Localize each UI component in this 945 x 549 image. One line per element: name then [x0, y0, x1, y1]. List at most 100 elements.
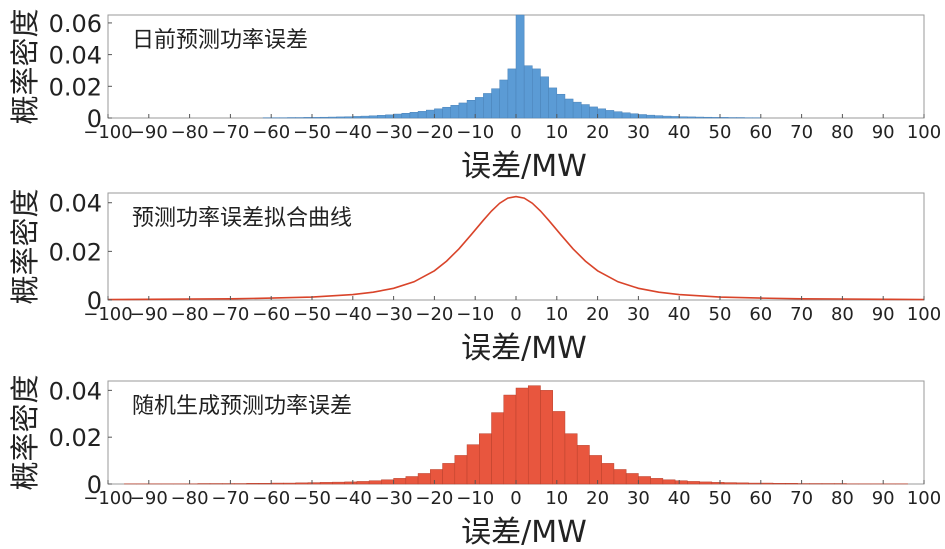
- bar: [352, 116, 362, 119]
- bar: [736, 482, 749, 485]
- bar: [581, 104, 590, 119]
- bar: [654, 115, 664, 119]
- x-ticks: −100−90 −80 −70 −60 −50 −40 −30 −20 −10 0 10 20 30 40…: [83, 480, 941, 509]
- bar: [442, 106, 451, 119]
- y-ticks: 0 0.02 0.04: [49, 190, 112, 315]
- x-tick-label: −80: [171, 122, 209, 143]
- bar: [638, 114, 647, 119]
- x-tick-label: −10: [456, 122, 494, 143]
- bar: [307, 482, 321, 485]
- x-tick-label: 90: [872, 304, 895, 325]
- x-tick-label: −50: [293, 122, 331, 143]
- bar: [295, 482, 309, 485]
- y-tick-label: 0.04: [49, 190, 102, 218]
- x-tick-label: −40: [334, 304, 372, 325]
- x-tick-label: −70: [211, 488, 249, 509]
- bar: [311, 117, 321, 119]
- x-axis-label: 误差/MW: [461, 149, 587, 184]
- x-tick-label: 90: [872, 488, 895, 509]
- bar: [450, 105, 460, 119]
- bar: [670, 116, 680, 119]
- x-tick-label: 50: [709, 304, 732, 325]
- y-ticks: 0 0.02 0.04 0.06: [49, 10, 112, 133]
- bar: [360, 115, 370, 119]
- bar: [430, 469, 443, 485]
- y-tick-label: 0.04: [49, 377, 102, 405]
- y-axis-label: 概率密度: [8, 188, 42, 304]
- y-tick-label: 0.02: [49, 424, 102, 452]
- x-tick-label: 50: [709, 122, 732, 143]
- bar: [417, 111, 427, 119]
- bar: [466, 100, 476, 119]
- bar: [638, 476, 651, 485]
- x-tick-label: 80: [831, 122, 854, 143]
- x-tick-label: 60: [749, 488, 772, 509]
- bar: [674, 480, 688, 485]
- bar: [368, 115, 378, 119]
- x-tick-label: −80: [171, 304, 209, 325]
- bar: [589, 106, 598, 119]
- x-tick-label: 20: [586, 304, 609, 325]
- bar: [319, 116, 329, 119]
- bar: [319, 482, 333, 485]
- x-tick-label: −90: [130, 488, 168, 509]
- bar: [246, 483, 260, 485]
- bar: [699, 481, 713, 485]
- bar: [678, 116, 688, 119]
- x-tick-label: 100: [907, 488, 941, 509]
- bar: [515, 14, 525, 119]
- bar: [785, 483, 798, 485]
- x-tick-label: −30: [375, 304, 413, 325]
- bar: [687, 481, 700, 485]
- x-tick-label: −50: [293, 488, 331, 509]
- bar: [719, 117, 729, 119]
- x-axis-label: 误差/MW: [461, 331, 587, 366]
- bar: [748, 482, 762, 485]
- bar: [564, 433, 578, 485]
- x-tick-label: 80: [831, 488, 854, 509]
- bar: [605, 110, 615, 119]
- bar: [409, 112, 419, 119]
- bar: [393, 113, 403, 119]
- x-tick-label: −70: [211, 304, 249, 325]
- bar: [283, 482, 296, 485]
- x-ticks: −100−90 −80 −70 −60 −50 −40 −30 −20 −10 0 10 20 30 40…: [83, 114, 941, 143]
- bar: [621, 112, 631, 119]
- bar: [479, 433, 492, 485]
- bar: [548, 87, 558, 119]
- x-tick-label: 90: [872, 122, 895, 143]
- y-tick-label: 0: [87, 471, 102, 499]
- bar: [629, 113, 639, 119]
- x-ticks: −100−90 −80 −70 −60 −50 −40 −30 −20 −10 0 10 20 30 40…: [83, 296, 941, 325]
- annotation-text: 日前预测功率误差: [132, 28, 308, 53]
- bar: [625, 473, 639, 485]
- bar: [597, 108, 607, 119]
- bar: [552, 411, 566, 485]
- x-tick-label: 20: [586, 488, 609, 509]
- bar: [491, 88, 500, 119]
- y-axis-label: 概率密度: [8, 8, 42, 124]
- bar: [491, 412, 505, 485]
- bar: [442, 463, 456, 485]
- bar: [405, 476, 419, 485]
- x-tick-label: 70: [790, 488, 813, 509]
- bar: [507, 68, 517, 119]
- x-tick-label: −100: [83, 304, 132, 325]
- x-tick-label: −40: [334, 488, 372, 509]
- x-tick-label: 30: [627, 304, 650, 325]
- x-tick-label: −20: [415, 122, 453, 143]
- bar: [613, 469, 627, 485]
- x-tick-label: 70: [790, 122, 813, 143]
- bar: [303, 117, 313, 119]
- bar: [576, 445, 590, 485]
- bar: [601, 463, 615, 485]
- x-tick-label: −50: [293, 304, 331, 325]
- day-ahead-error-histogram: −100−90 −80 −70 −60 −50 −40 −30 −20 −10 0 10 20 30 40…: [8, 8, 941, 184]
- bar: [474, 97, 484, 119]
- x-tick-label: 0: [510, 488, 521, 509]
- y-tick-label: 0.02: [49, 73, 102, 101]
- bar: [258, 483, 272, 485]
- y-tick-label: 0.04: [49, 42, 102, 70]
- x-tick-label: −60: [252, 488, 290, 509]
- bar: [270, 482, 284, 485]
